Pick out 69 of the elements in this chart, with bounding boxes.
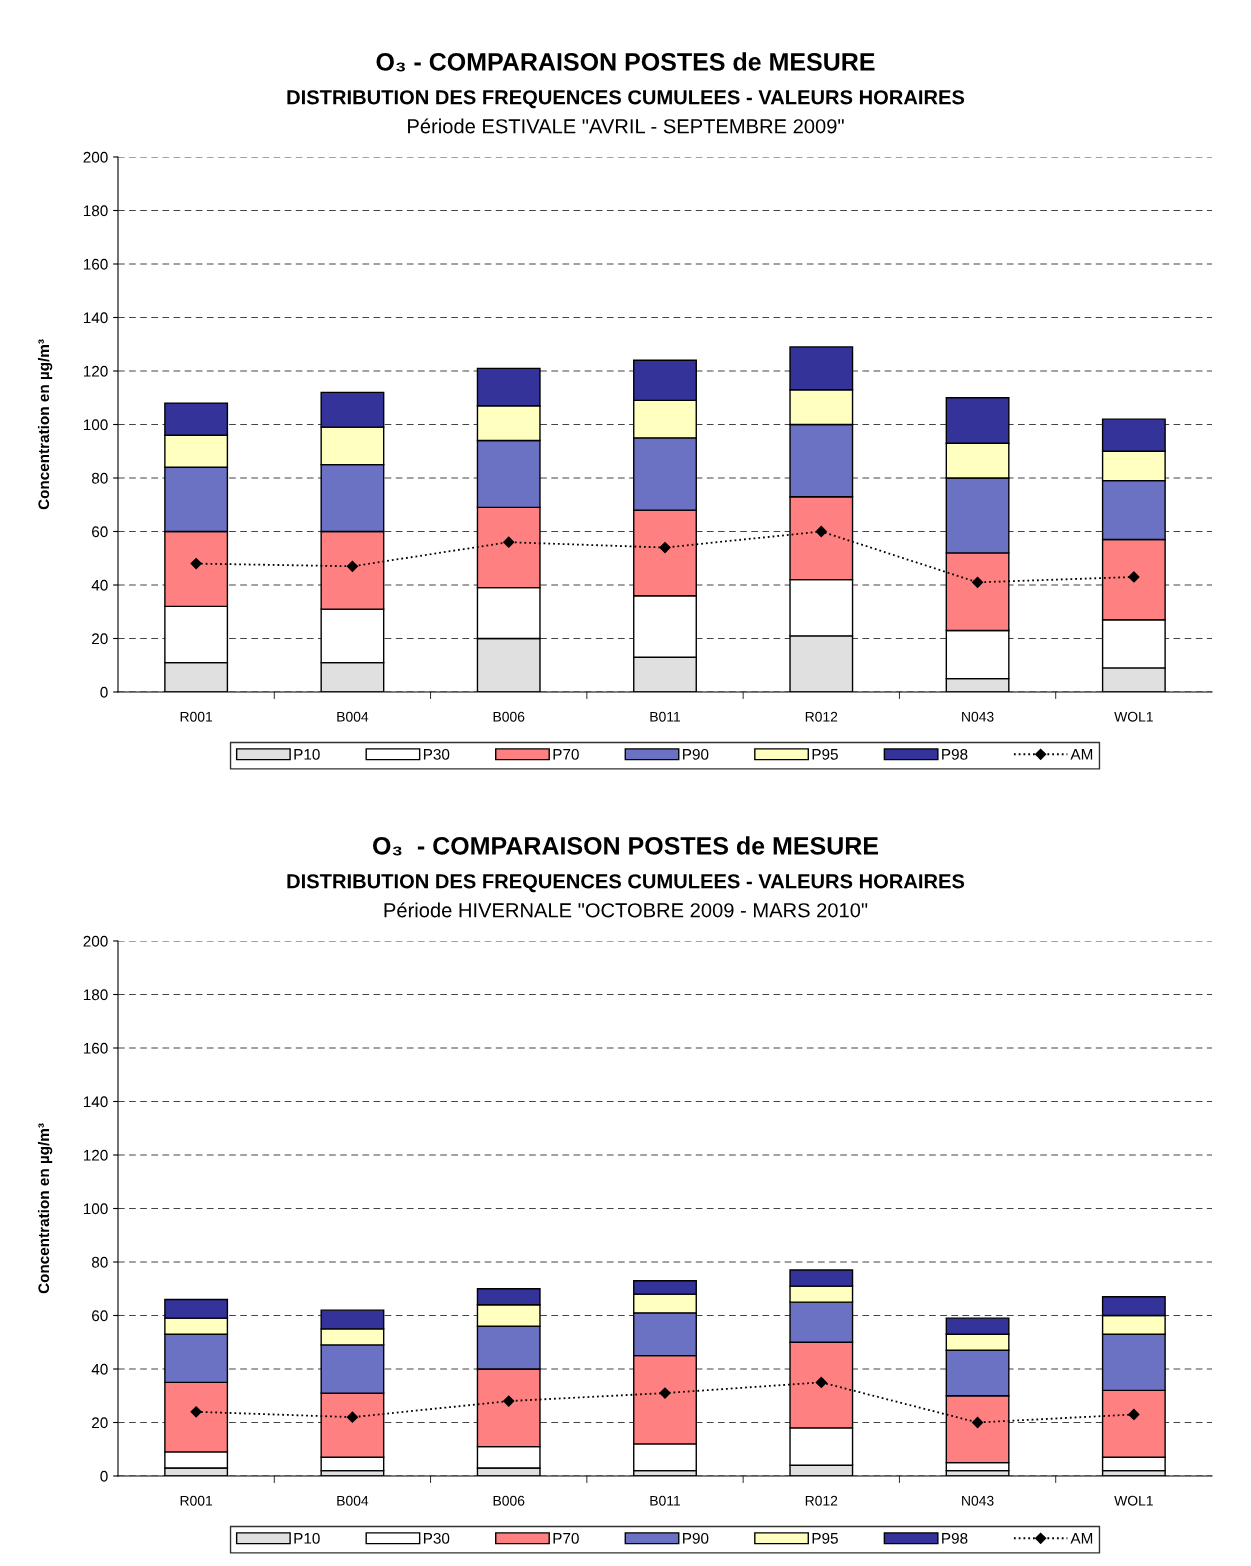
y-tick-label: 160 — [83, 258, 108, 270]
point — [346, 560, 359, 572]
point — [346, 1411, 359, 1423]
x-tick-label: B006 — [493, 711, 525, 722]
x-tick-label: B006 — [493, 1495, 525, 1506]
point — [190, 557, 202, 570]
y-tick-label: 200 — [83, 151, 108, 163]
x-tick-label: N043 — [962, 1495, 994, 1506]
legend-label: P10 — [294, 1532, 320, 1544]
x-tick-label: B011 — [650, 1495, 681, 1506]
y-tick-label: 0 — [100, 1470, 108, 1482]
legend-label: P70 — [553, 1532, 579, 1544]
chart-title: O₃ - COMPARAISON POSTES de MESURE DISTRIBUTION DES FREQUENCES CUMULEES - VALEURS HORAIRES — [287, 52, 965, 109]
point — [971, 1416, 984, 1429]
legend-label: AM — [1070, 1533, 1093, 1544]
legend-label: P10 — [294, 748, 320, 760]
y-tick-label: 140 — [83, 312, 108, 324]
legend-label: P95 — [812, 748, 838, 760]
chart-subtitle: Période HIVERNALE "OCTOBRE 2009 - MARS 2010" — [384, 902, 868, 918]
y-axis-title: Concentration en µg/m³ — [37, 339, 53, 510]
y-tick-label: 80 — [91, 1256, 108, 1268]
legend-label: P30 — [423, 748, 450, 760]
legend-label: P98 — [942, 748, 968, 760]
point — [815, 1376, 827, 1388]
y-tick-label: 100 — [83, 1203, 108, 1215]
x-tick-label: R001 — [180, 1495, 213, 1506]
legend-label: P95 — [812, 1532, 838, 1544]
y-tick-label: 100 — [83, 419, 108, 431]
y-tick-label: 200 — [83, 935, 108, 947]
x-tick-label: R012 — [805, 711, 838, 722]
x-tick-label: WOL1 — [1114, 1495, 1153, 1506]
y-axis-title: Concentration en µg/m³ — [37, 1123, 53, 1294]
y-tick-label: 20 — [92, 633, 108, 645]
y-tick-label: 60 — [92, 1310, 108, 1322]
point — [503, 1395, 515, 1407]
y-tick-label: 180 — [83, 989, 108, 1001]
x-tick-label: B004 — [337, 711, 369, 722]
legend-label: P30 — [423, 1532, 450, 1544]
y-tick-label: 120 — [83, 1149, 108, 1161]
y-tick-label: 80 — [91, 472, 108, 484]
x-tick-label: N043 — [962, 711, 994, 722]
x-tick-label: B004 — [337, 1495, 369, 1506]
point — [971, 576, 984, 588]
point — [503, 536, 515, 548]
point — [815, 525, 827, 538]
y-tick-label: 140 — [83, 1096, 108, 1108]
legend-label: P70 — [553, 748, 579, 760]
point — [659, 541, 671, 554]
y-tick-label: 180 — [83, 205, 108, 217]
legend-label: AM — [1070, 749, 1093, 760]
legend-label: P90 — [683, 1532, 709, 1544]
y-tick-label: 120 — [83, 365, 108, 377]
y-tick-label: 40 — [91, 579, 108, 591]
x-tick-label: B011 — [650, 711, 681, 722]
point — [190, 1406, 202, 1418]
y-tick-label: 0 — [100, 686, 108, 698]
y-tick-label: 40 — [91, 1363, 108, 1375]
legend-label: P98 — [942, 1532, 968, 1544]
y-tick-label: 60 — [92, 526, 108, 538]
point — [1128, 571, 1140, 583]
x-tick-label: R001 — [180, 711, 213, 722]
y-tick-label: 160 — [83, 1042, 108, 1054]
chart-subtitle: Période ESTIVALE "AVRIL - SEPTEMBRE 2009" — [408, 118, 844, 134]
legend-label: P90 — [683, 748, 709, 760]
y-tick-label: 20 — [92, 1417, 108, 1429]
point — [1128, 1408, 1140, 1421]
x-tick-label: WOL1 — [1114, 711, 1153, 722]
chart-title: O₃ - COMPARAISON POSTES de MESURE DISTRIBUTION DES FREQUENCES CUMULEES - VALEURS HORAIRES — [287, 836, 965, 893]
x-tick-label: R012 — [805, 1495, 838, 1506]
